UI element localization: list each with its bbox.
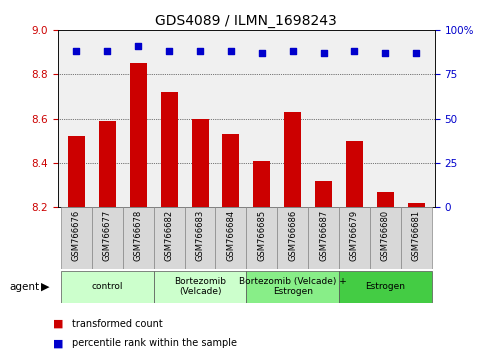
Text: GSM766687: GSM766687 [319, 210, 328, 262]
Bar [246, 207, 277, 269]
Point [72, 48, 80, 54]
Bar [277, 207, 308, 269]
Bar [408, 202, 425, 207]
Bar [377, 192, 394, 207]
Bar [222, 134, 240, 207]
Point [196, 48, 204, 54]
Text: ■: ■ [53, 338, 64, 348]
Bar [161, 92, 178, 207]
Bar [215, 207, 246, 269]
Text: GSM766683: GSM766683 [196, 210, 204, 262]
Bar [123, 207, 154, 269]
Bar [68, 136, 85, 207]
Bar [308, 207, 339, 269]
Text: GSM766678: GSM766678 [134, 210, 143, 262]
Text: GSM766681: GSM766681 [412, 210, 421, 261]
Point [165, 48, 173, 54]
Text: Estrogen: Estrogen [365, 282, 405, 291]
Point [412, 50, 420, 56]
Bar [92, 207, 123, 269]
Bar [315, 181, 332, 207]
Point [103, 48, 111, 54]
Text: transformed count: transformed count [72, 319, 163, 329]
Text: GSM766676: GSM766676 [72, 210, 81, 262]
Text: GSM766684: GSM766684 [227, 210, 235, 261]
Text: control: control [92, 282, 123, 291]
Bar [154, 207, 185, 269]
Point [289, 48, 297, 54]
Bar [246, 271, 339, 303]
Point [227, 48, 235, 54]
Text: ▶: ▶ [41, 282, 50, 292]
Bar [339, 271, 432, 303]
Text: GSM766685: GSM766685 [257, 210, 266, 261]
Bar [130, 63, 147, 207]
Bar [61, 271, 154, 303]
Bar [346, 141, 363, 207]
Text: GSM766679: GSM766679 [350, 210, 359, 261]
Bar [401, 207, 432, 269]
Bar [370, 207, 401, 269]
Text: percentile rank within the sample: percentile rank within the sample [72, 338, 238, 348]
Bar [253, 161, 270, 207]
Point [382, 50, 389, 56]
Bar [99, 121, 116, 207]
Point [351, 48, 358, 54]
Text: GSM766686: GSM766686 [288, 210, 297, 262]
Point [258, 50, 266, 56]
Text: GSM766682: GSM766682 [165, 210, 173, 261]
Title: GDS4089 / ILMN_1698243: GDS4089 / ILMN_1698243 [156, 14, 337, 28]
Text: Bortezomib
(Velcade): Bortezomib (Velcade) [174, 277, 226, 296]
Text: GSM766680: GSM766680 [381, 210, 390, 261]
Point [134, 43, 142, 49]
Bar [185, 207, 215, 269]
Bar [192, 119, 209, 207]
Point [320, 50, 327, 56]
Text: ■: ■ [53, 319, 64, 329]
Text: Bortezomib (Velcade) +
Estrogen: Bortezomib (Velcade) + Estrogen [239, 277, 346, 296]
Text: agent: agent [10, 282, 40, 292]
Bar [154, 271, 246, 303]
Bar [284, 112, 301, 207]
Bar [339, 207, 370, 269]
Bar [61, 207, 92, 269]
Text: GSM766677: GSM766677 [103, 210, 112, 262]
